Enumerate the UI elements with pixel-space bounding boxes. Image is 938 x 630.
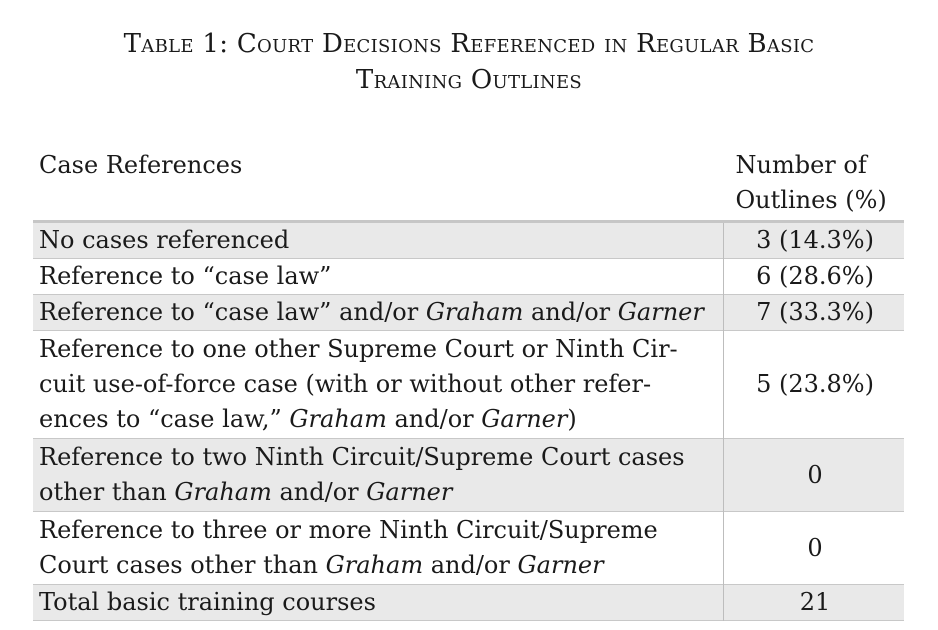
table-row: No cases referenced 3 (14.3%): [33, 221, 904, 259]
case-reference-text: Reference to “case law” and/or: [39, 298, 426, 326]
outline-count-cell: 21: [723, 584, 904, 621]
case-reference-cell: Reference to “case law”: [33, 259, 724, 295]
case-reference-text: Reference to two Ninth Circuit/Supreme C…: [39, 443, 685, 471]
outline-count-cell: 0: [723, 438, 904, 512]
case-name-italic: Graham: [174, 478, 272, 506]
case-reference-text: other than: [39, 478, 175, 506]
case-name-italic: Garner: [517, 551, 604, 579]
case-reference-text: and/or: [523, 298, 618, 326]
case-name-italic: Graham: [325, 551, 424, 579]
case-name-italic: Graham: [425, 298, 524, 326]
case-reference-text: cuit use-of-force case (with or without …: [39, 370, 652, 398]
table-row: Reference to two Ninth Circuit/Supreme C…: [33, 438, 904, 512]
case-reference-text: and/or: [271, 478, 367, 506]
court-decisions-table: Case References Number of Outlines (%) N…: [33, 146, 904, 621]
header-number-line-2: Outlines (%): [735, 186, 887, 214]
outline-count-cell: 5 (23.8%): [723, 330, 904, 439]
case-reference-cell: Reference to “case law” and/or Graham an…: [33, 295, 724, 331]
table-row: Reference to “case law” 6 (28.6%): [33, 258, 904, 295]
case-reference-cell: Reference to three or more Ninth Circuit…: [33, 512, 724, 585]
table-row: Total basic training courses 21: [33, 584, 904, 621]
case-reference-text: Court cases other than: [39, 551, 326, 579]
case-reference-text: Reference to one other Supreme Court or …: [39, 335, 678, 363]
table-row: Reference to “case law” and/or Graham an…: [33, 294, 904, 331]
case-reference-text: Reference to three or more Ninth Circuit…: [39, 516, 658, 544]
outline-count-cell: 6 (28.6%): [723, 258, 904, 295]
table-body: No cases referenced 3 (14.3%) Reference to…: [33, 221, 904, 621]
table-row: Reference to three or more Ninth Circuit…: [33, 511, 904, 585]
table-title: Table 1: Court Decisions Referenced in R…: [0, 26, 938, 98]
outline-count-cell: 3 (14.3%): [723, 221, 904, 259]
case-reference-text: ): [567, 405, 577, 433]
case-reference-cell: Reference to two Ninth Circuit/Supreme C…: [33, 439, 724, 512]
table-title-line-2: Training Outlines: [355, 65, 583, 95]
case-name-italic: Garner: [366, 478, 453, 506]
header-number-of-outlines: Number of Outlines (%): [724, 146, 905, 222]
header-case-references: Case References: [39, 151, 243, 179]
case-reference-text: ences to “case law,”: [39, 405, 290, 433]
case-name-italic: Garner: [481, 405, 568, 433]
case-reference-cell: No cases referenced: [33, 222, 724, 259]
case-reference-text: and/or: [423, 551, 518, 579]
outline-count-cell: 0: [723, 511, 904, 585]
table-row: Reference to one other Supreme Court or …: [33, 330, 904, 439]
case-reference-cell: Reference to one other Supreme Court or …: [33, 331, 724, 439]
case-reference-cell: Total basic training courses: [33, 585, 724, 621]
outline-count-cell: 7 (33.3%): [723, 294, 904, 331]
case-name-italic: Graham: [289, 405, 387, 433]
table-title-line-1: Table 1: Court Decisions Referenced in R…: [123, 29, 815, 59]
case-reference-text: Total basic training courses: [39, 588, 376, 616]
case-reference-text: and/or: [386, 405, 482, 433]
case-reference-text: Reference to “case law”: [39, 262, 332, 290]
table-header-row: Case References Number of Outlines (%): [33, 146, 904, 222]
case-name-italic: Garner: [617, 298, 704, 326]
header-number-line-1: Number of: [735, 151, 867, 179]
case-reference-text: No cases referenced: [39, 226, 290, 254]
